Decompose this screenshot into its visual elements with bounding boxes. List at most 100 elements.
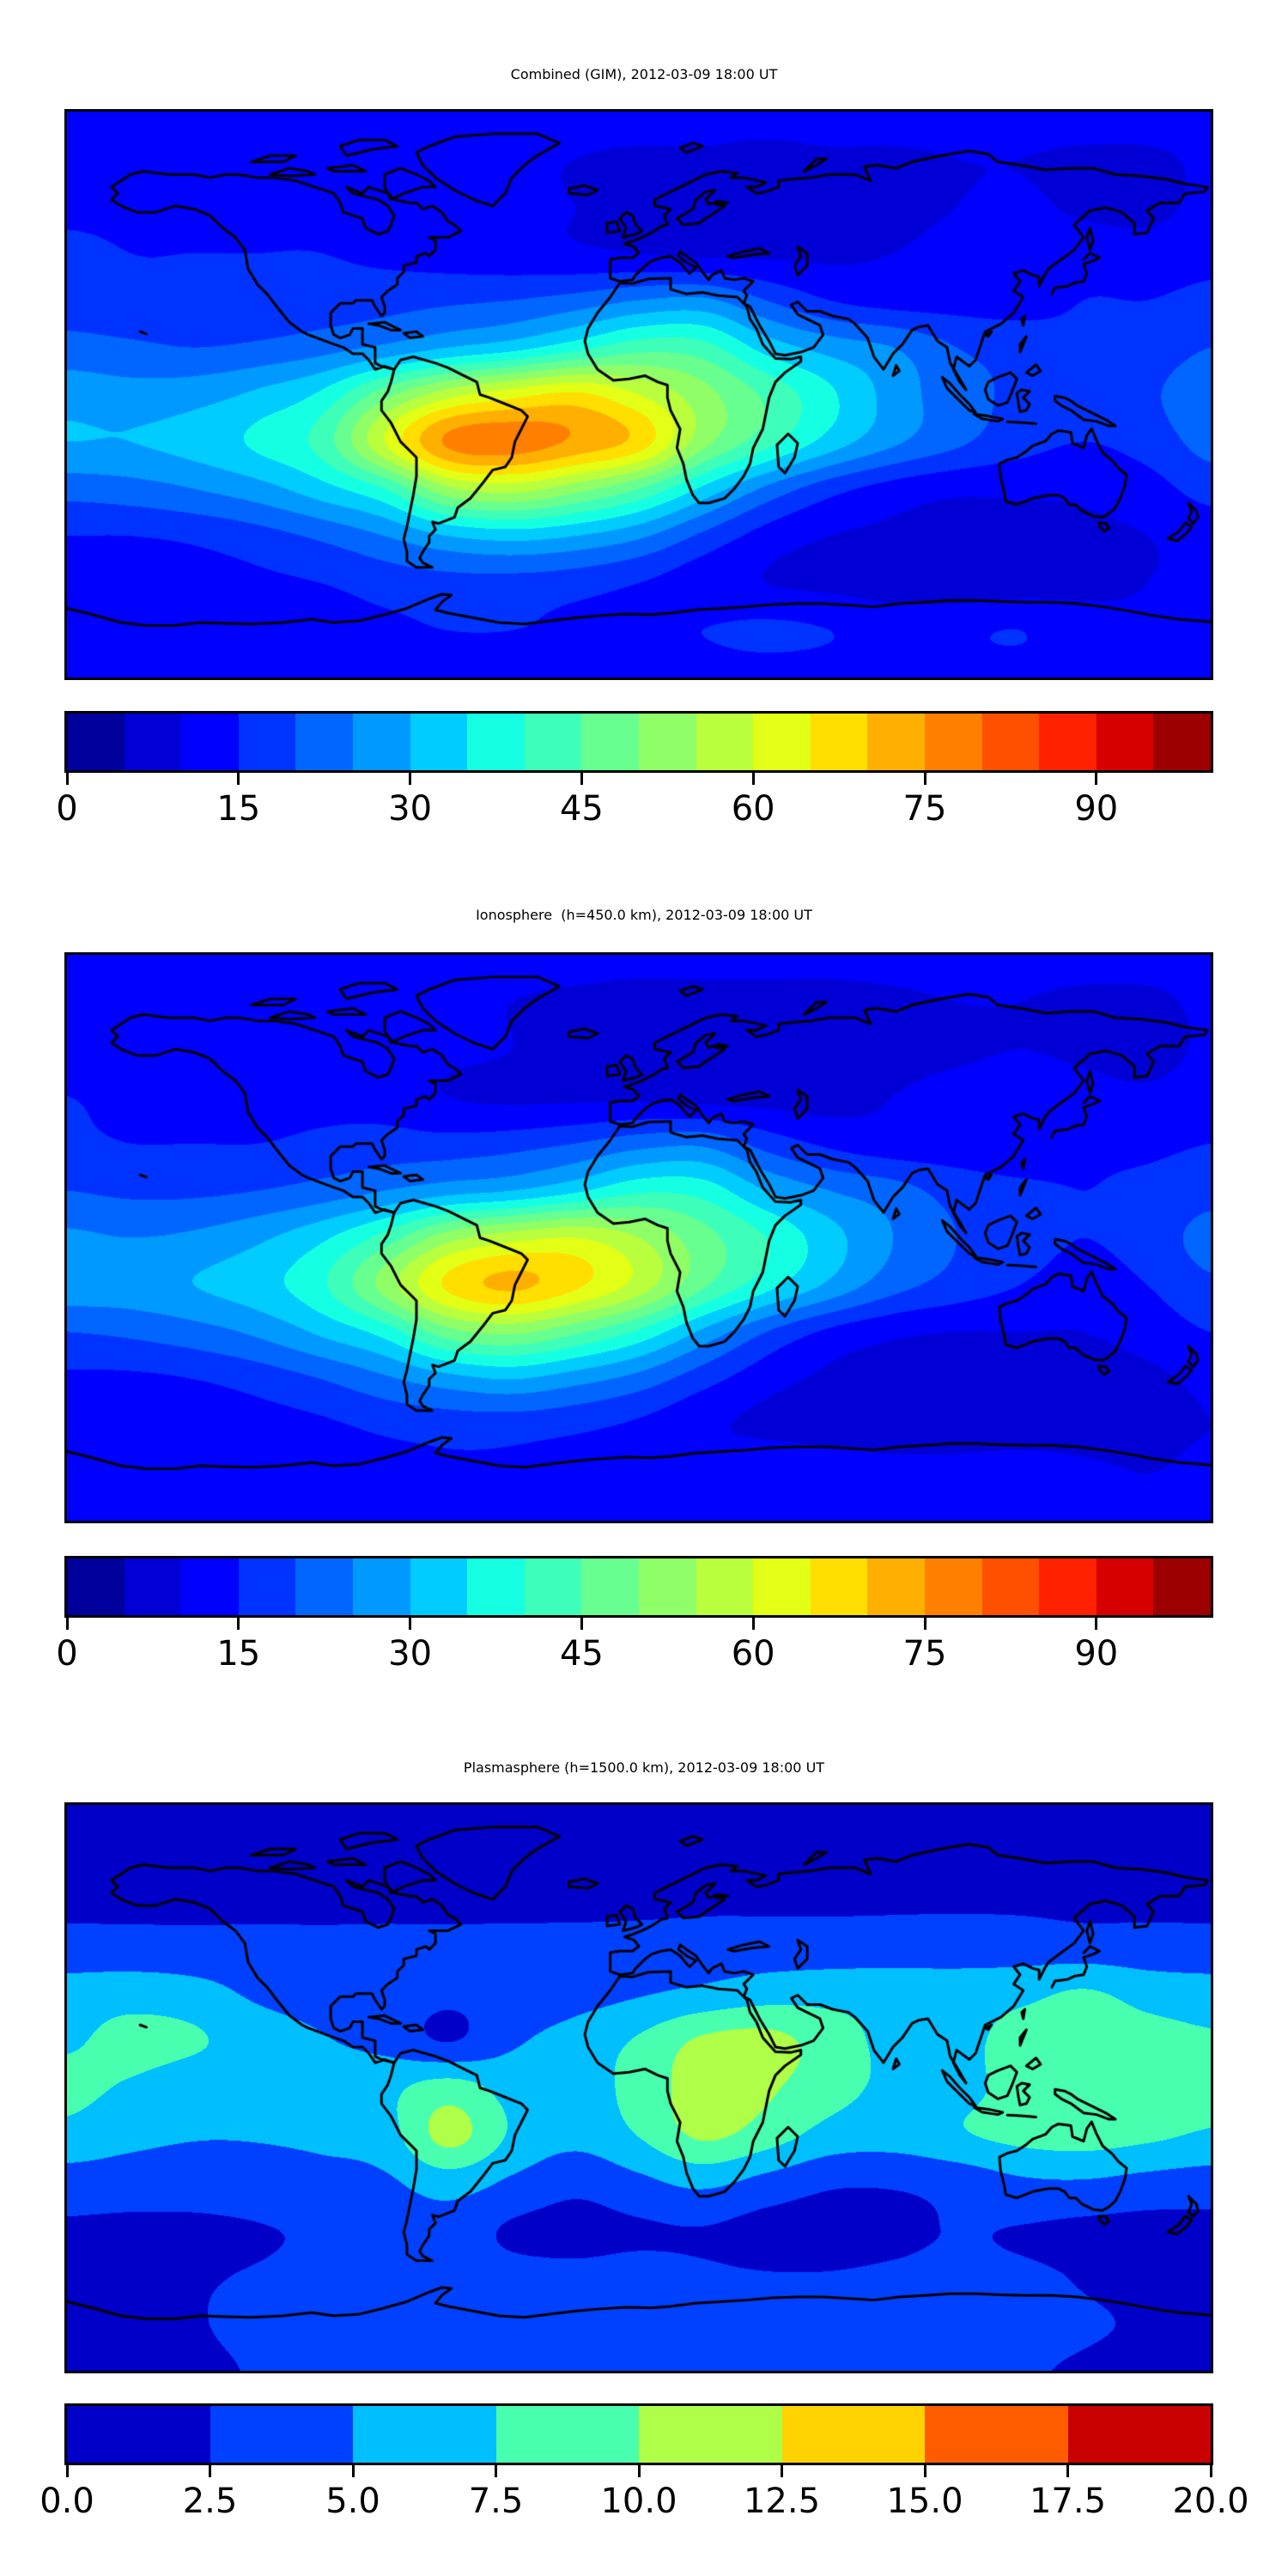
colorbar-segment — [924, 714, 982, 770]
panel-1-colorbar — [64, 711, 1213, 773]
colorbar-tick-mark — [65, 1618, 69, 1630]
colorbar-tick-mark — [1209, 2465, 1212, 2477]
colorbar-tick-mark — [209, 2465, 211, 2477]
colorbar-segment — [238, 714, 296, 770]
colorbar-segment — [1096, 714, 1154, 770]
colorbar-tick-label: 15 — [216, 1634, 261, 1674]
colorbar-segment — [495, 2406, 639, 2463]
colorbar-segment — [467, 714, 525, 770]
colorbar-segment — [524, 714, 582, 770]
colorbar-tick-mark — [237, 773, 240, 785]
colorbar-segment — [1153, 1558, 1211, 1615]
colorbar-tick-mark — [409, 773, 412, 785]
colorbar-segment — [67, 1558, 125, 1615]
colorbar-tick-mark — [237, 1618, 240, 1630]
panel-1-title: Combined (GIM), 2012-03-09 18:00 UT — [510, 66, 778, 82]
colorbar-segment — [925, 2406, 1068, 2463]
colorbar-segment — [638, 714, 696, 770]
colorbar-segment — [352, 1558, 410, 1615]
colorbar-tick-mark — [495, 2465, 497, 2477]
colorbar-tick-mark — [580, 1618, 583, 1630]
colorbar-tick-mark — [923, 773, 927, 785]
colorbar-segment — [124, 714, 182, 770]
colorbar-segment — [696, 1558, 754, 1615]
colorbar-segment — [410, 1558, 468, 1615]
colorbar-segment — [410, 714, 468, 770]
panel-2-map — [64, 952, 1213, 1523]
colorbar-segment — [581, 1558, 639, 1615]
colorbar-tick-label: 0 — [56, 1634, 78, 1674]
colorbar-tick-label: 17.5 — [1029, 2482, 1107, 2521]
colorbar-tick-label: 60 — [731, 789, 775, 829]
colorbar-segment — [638, 1558, 696, 1615]
colorbar-tick-mark — [751, 1618, 755, 1630]
colorbar-tick-label: 75 — [902, 1634, 947, 1674]
colorbar-segment — [696, 714, 754, 770]
colorbar-segment — [981, 1558, 1040, 1615]
colorbar-segment — [753, 714, 811, 770]
colorbar-segment — [181, 714, 239, 770]
colorbar-segment — [810, 714, 868, 770]
colorbar-tick-mark — [1066, 2465, 1069, 2477]
colorbar-segment — [753, 1558, 811, 1615]
colorbar-tick-label: 90 — [1074, 1634, 1119, 1674]
colorbar-segment — [295, 714, 353, 770]
colorbar-tick-mark — [409, 1618, 412, 1630]
colorbar-tick-label: 20.0 — [1172, 2482, 1249, 2521]
colorbar-tick-label: 0 — [56, 789, 78, 829]
colorbar-segment — [781, 2406, 925, 2463]
colorbar-tick-label: 90 — [1074, 789, 1119, 829]
colorbar-tick-label: 15 — [216, 789, 261, 829]
colorbar-segment — [867, 1558, 925, 1615]
panel-3-title: Plasmasphere (h=1500.0 km), 2012-03-09 1… — [463, 1759, 825, 1776]
colorbar-segment — [639, 2406, 782, 2463]
colorbar-tick-mark — [351, 2465, 355, 2477]
colorbar-segment — [210, 2406, 353, 2463]
colorbar-tick-label: 30 — [388, 789, 433, 829]
colorbar-segment — [181, 1558, 239, 1615]
panel-1-map — [64, 109, 1213, 680]
colorbar-tick-label: 30 — [388, 1634, 433, 1674]
colorbar-tick-label: 45 — [559, 789, 604, 829]
colorbar-segment — [924, 1558, 982, 1615]
colorbar-segment — [1039, 714, 1097, 770]
colorbar-segment — [352, 714, 410, 770]
colorbar-segment — [1067, 2406, 1211, 2463]
colorbar-segment — [238, 1558, 296, 1615]
colorbar-segment — [124, 1558, 182, 1615]
colorbar-segment — [981, 714, 1040, 770]
colorbar-tick-label: 10.0 — [600, 2482, 677, 2521]
panel-2-colorbar — [64, 1556, 1213, 1618]
colorbar-tick-mark — [923, 2465, 927, 2477]
colorbar-tick-mark — [751, 773, 755, 785]
colorbar-tick-mark — [637, 2465, 641, 2477]
colorbar-segment — [467, 1558, 525, 1615]
colorbar-tick-label: 7.5 — [468, 2482, 524, 2521]
colorbar-segment — [67, 714, 125, 770]
colorbar-tick-label: 75 — [902, 789, 947, 829]
colorbar-segment — [295, 1558, 353, 1615]
colorbar-tick-mark — [580, 773, 583, 785]
colorbar-tick-label: 45 — [559, 1634, 604, 1674]
colorbar-tick-mark — [65, 773, 69, 785]
panel-3-colorbar — [64, 2403, 1213, 2465]
colorbar-tick-label: 2.5 — [182, 2482, 238, 2521]
colorbar-tick-label: 0.0 — [39, 2482, 94, 2521]
colorbar-tick-mark — [1095, 1618, 1098, 1630]
colorbar-tick-mark — [923, 1618, 927, 1630]
colorbar-segment — [1039, 1558, 1097, 1615]
colorbar-tick-mark — [781, 2465, 783, 2477]
colorbar-segment — [581, 714, 639, 770]
colorbar-tick-label: 60 — [731, 1634, 775, 1674]
colorbar-tick-mark — [1095, 773, 1098, 785]
colorbar-tick-mark — [65, 2465, 69, 2477]
colorbar-segment — [524, 1558, 582, 1615]
colorbar-segment — [1096, 1558, 1154, 1615]
colorbar-segment — [1153, 714, 1211, 770]
colorbar-segment — [810, 1558, 868, 1615]
colorbar-tick-label: 15.0 — [886, 2482, 963, 2521]
colorbar-segment — [867, 714, 925, 770]
panel-2-title: Ionosphere (h=450.0 km), 2012-03-09 18:0… — [476, 907, 812, 923]
colorbar-tick-label: 12.5 — [743, 2482, 821, 2521]
